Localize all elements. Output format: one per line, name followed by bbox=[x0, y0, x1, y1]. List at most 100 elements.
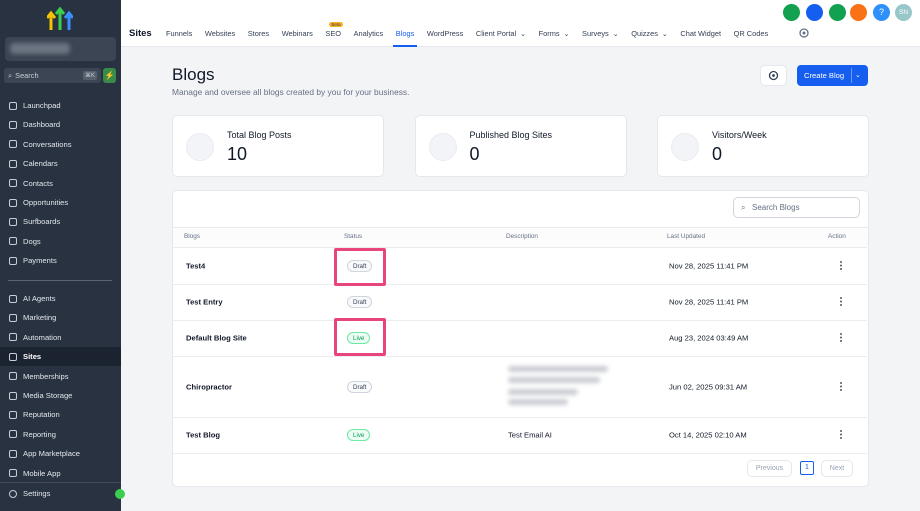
announce-icon[interactable] bbox=[829, 4, 846, 21]
nav-tab[interactable]: Stores bbox=[248, 0, 269, 47]
search-label: Search bbox=[15, 71, 39, 80]
nav-tab[interactable]: Blogs bbox=[392, 0, 417, 47]
nav-tab[interactable]: WordPress bbox=[427, 0, 463, 47]
search-blogs[interactable]: ⌕ Search Blogs bbox=[733, 197, 860, 218]
menu-label: Calendars bbox=[23, 159, 58, 169]
menu-item[interactable]: Reporting bbox=[0, 425, 121, 444]
last-updated: Nov 28, 2025 11:41 PM bbox=[669, 297, 749, 307]
stat-icon bbox=[671, 133, 699, 161]
nav-tab[interactable]: Quizzes ⌄ bbox=[631, 0, 668, 47]
menu-item[interactable]: App Marketplace bbox=[0, 444, 121, 463]
menu-item[interactable]: Conversations bbox=[0, 135, 121, 154]
help-icon[interactable]: ? bbox=[873, 4, 890, 21]
menu-label: Settings bbox=[23, 489, 51, 498]
blog-name[interactable]: Test Entry bbox=[186, 297, 223, 307]
nav-tab[interactable]: SEO Beta bbox=[325, 0, 343, 47]
menu-item[interactable]: Contacts bbox=[0, 174, 121, 193]
tab-label: Chat Widget bbox=[680, 29, 722, 38]
row-divider bbox=[173, 453, 867, 454]
menu-item[interactable]: Opportunities bbox=[0, 193, 121, 212]
tab-label: Surveys bbox=[582, 29, 609, 38]
top-nav: Sites Funnels Websites Stores Webinars SEO Be… bbox=[121, 0, 920, 47]
blog-name[interactable]: Test Blog bbox=[186, 430, 221, 440]
menu-icon bbox=[9, 140, 17, 149]
column-header: Description bbox=[506, 233, 538, 240]
status-pill: Draft bbox=[347, 296, 373, 308]
tab-label: SEO bbox=[325, 29, 342, 38]
menu-item[interactable]: Memberships bbox=[0, 367, 121, 386]
menu-item[interactable]: Mobile App bbox=[0, 464, 121, 483]
previous-button[interactable]: Previous bbox=[747, 460, 792, 477]
nav-tab[interactable]: Webinars bbox=[282, 0, 313, 47]
row-actions[interactable]: ⋮ bbox=[836, 260, 846, 271]
separator bbox=[8, 280, 112, 281]
settings-button[interactable] bbox=[760, 65, 787, 86]
row-actions[interactable]: ⋮ bbox=[836, 332, 846, 344]
menu-item[interactable]: Dashboard bbox=[0, 115, 121, 134]
nav-tab[interactable]: Surveys ⌄ bbox=[582, 0, 619, 47]
status-pill: Live bbox=[347, 332, 371, 344]
menu-icon bbox=[9, 217, 17, 226]
row-actions[interactable]: ⋮ bbox=[836, 429, 846, 441]
menu-label: Sites bbox=[23, 352, 42, 362]
menu-icon bbox=[9, 410, 17, 419]
blog-name[interactable]: Default Blog Site bbox=[186, 333, 247, 343]
menu-item[interactable]: Media Storage bbox=[0, 386, 121, 405]
nav-settings[interactable] bbox=[798, 27, 810, 39]
nav-tab[interactable]: Chat Widget bbox=[680, 0, 721, 47]
menu-item[interactable]: Calendars bbox=[0, 154, 121, 173]
logo bbox=[47, 7, 73, 30]
nav-tab[interactable]: Websites bbox=[205, 0, 235, 47]
highlight-box bbox=[334, 248, 386, 286]
status-pill: Live bbox=[347, 429, 371, 441]
menu-item[interactable]: Marketing bbox=[0, 308, 121, 327]
phone-icon[interactable] bbox=[783, 4, 800, 21]
row-actions[interactable]: ⋮ bbox=[836, 296, 846, 308]
stat-label: Visitors/Week bbox=[712, 130, 767, 140]
column-header: Action bbox=[828, 233, 846, 240]
create-blog-button[interactable]: Create Blog ⌄ bbox=[797, 65, 868, 86]
menu-item[interactable]: Automation bbox=[0, 328, 121, 347]
nav-tab[interactable]: Analytics bbox=[354, 0, 384, 47]
column-header: Last Updated bbox=[667, 233, 706, 240]
tab-label: Funnels bbox=[166, 29, 193, 38]
menu-label: Reporting bbox=[23, 429, 56, 439]
stat-label: Published Blog Sites bbox=[469, 130, 553, 140]
menu-label: Conversations bbox=[23, 139, 72, 149]
blurred-account bbox=[10, 43, 70, 54]
nav-tab[interactable]: QR Codes bbox=[734, 0, 769, 47]
menu-item[interactable]: Sites bbox=[0, 347, 121, 367]
blog-name[interactable]: Chiropractor bbox=[186, 382, 232, 391]
blog-name[interactable]: Test4 bbox=[186, 261, 206, 270]
next-button[interactable]: Next bbox=[821, 460, 853, 477]
notification-icon[interactable] bbox=[850, 4, 867, 21]
menu-item[interactable]: Surfboards bbox=[0, 212, 121, 231]
nav-tab[interactable]: Client Portal ⌄ bbox=[476, 0, 526, 47]
menu-item[interactable]: Launchpad bbox=[0, 96, 121, 115]
quick-action[interactable]: ⚡ bbox=[103, 68, 116, 83]
settings-item[interactable]: Settings bbox=[0, 484, 121, 503]
menu-label: App Marketplace bbox=[23, 449, 80, 459]
menu-item[interactable]: AI Agents bbox=[0, 289, 121, 308]
separator bbox=[0, 482, 121, 483]
collapse-toggle[interactable] bbox=[115, 489, 125, 499]
menu-icon bbox=[9, 333, 17, 342]
account-switcher[interactable] bbox=[5, 37, 116, 61]
nav-tab[interactable]: Funnels bbox=[166, 0, 192, 47]
menu-label: Contacts bbox=[23, 178, 53, 188]
stat-card: Published Blog Sites 0 bbox=[414, 115, 627, 177]
page-button[interactable]: 1 bbox=[800, 461, 814, 475]
tab-label: Forms bbox=[538, 29, 560, 38]
launch-icon[interactable] bbox=[806, 4, 823, 21]
menu-label: Memberships bbox=[23, 371, 69, 381]
row-actions[interactable]: ⋮ bbox=[836, 381, 846, 392]
avatar[interactable]: SN bbox=[895, 4, 912, 21]
search-box[interactable]: ⌕ Search ⌘K bbox=[4, 68, 101, 83]
menu-item[interactable]: Reputation bbox=[0, 405, 121, 424]
tab-label: Stores bbox=[247, 29, 270, 38]
nav-tab[interactable]: Forms ⌄ bbox=[539, 0, 570, 47]
menu-item[interactable]: Payments bbox=[0, 251, 121, 270]
menu-item[interactable]: Dogs bbox=[0, 232, 121, 251]
blurred-description bbox=[508, 366, 608, 372]
